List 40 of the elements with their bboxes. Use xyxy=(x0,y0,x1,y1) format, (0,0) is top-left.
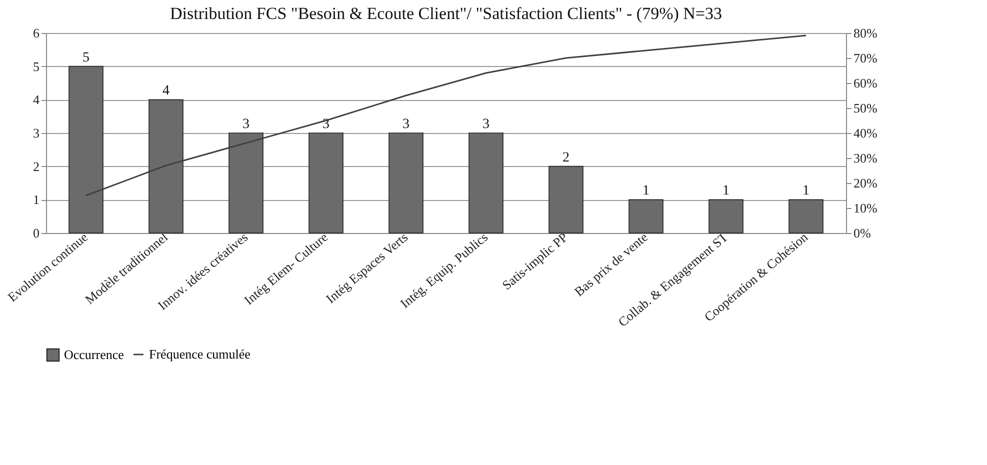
legend-label: Occurrence xyxy=(64,347,124,362)
y2-tick-label: 20% xyxy=(854,176,878,190)
x-tick-label: Bas prix de vente xyxy=(571,229,651,300)
bar xyxy=(388,132,424,234)
bar xyxy=(468,132,504,234)
data-label: 3 xyxy=(402,117,410,132)
data-label: 2 xyxy=(562,150,570,166)
y2-tick-label: 0% xyxy=(854,226,871,240)
y-tick-label: 6 xyxy=(33,26,40,40)
bar xyxy=(68,66,104,234)
data-label: 4 xyxy=(162,84,170,99)
y-tick-label: 3 xyxy=(33,126,40,140)
data-label: 1 xyxy=(642,184,650,199)
y2-tick-label: 10% xyxy=(854,200,878,216)
y2-tick-label: 30% xyxy=(854,150,878,166)
y-tick-label: 0 xyxy=(33,226,40,240)
bar xyxy=(548,166,584,234)
data-label: 5 xyxy=(82,50,90,66)
y-tick-label: 4 xyxy=(33,92,40,108)
y2-tick-label: 80% xyxy=(854,26,878,40)
y2-tick-label: 40% xyxy=(854,126,878,140)
bar xyxy=(708,199,744,234)
y-tick-label: 5 xyxy=(33,58,40,74)
y-tick-label: 1 xyxy=(33,192,40,208)
legend-label: Fréquence cumulée xyxy=(149,346,251,362)
y-tick-label: 2 xyxy=(33,158,40,174)
data-label: 3 xyxy=(242,117,250,132)
y2-tick-label: 60% xyxy=(854,76,878,90)
y2-tick-label: 70% xyxy=(854,50,878,66)
bar xyxy=(788,199,824,234)
data-label: 1 xyxy=(802,184,810,199)
line-series xyxy=(85,34,807,196)
data-label: 3 xyxy=(482,117,490,132)
y2-tick-label: 50% xyxy=(854,100,878,116)
chart-title: Distribution FCS "Besoin & Ecoute Client"/ "Satisfaction Clients" - (79%) N=33 xyxy=(170,4,722,23)
bar xyxy=(628,199,664,234)
bar xyxy=(308,132,344,234)
bar xyxy=(148,99,184,234)
bar xyxy=(228,132,264,234)
data-label: 1 xyxy=(722,184,730,199)
